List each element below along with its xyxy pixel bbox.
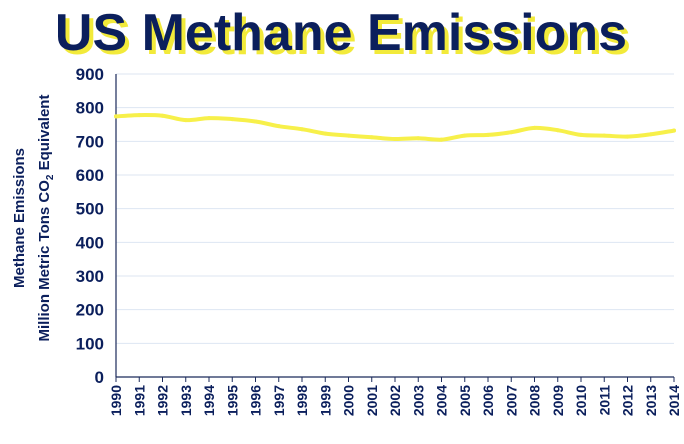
x-tick-label: 1996	[248, 385, 264, 416]
x-tick-label: 2003	[410, 385, 426, 416]
x-tick-label: 2004	[434, 385, 450, 416]
y-axis-label: Methane Emissions Million Metric Tons CO…	[11, 95, 56, 342]
y-axis-label-line2-prefix: Million Metric Tons CO	[36, 180, 53, 342]
x-tick-label: 2005	[457, 385, 473, 416]
axes	[115, 74, 675, 382]
x-tick-label: 1995	[224, 385, 240, 416]
x-tick-label: 1990	[108, 385, 124, 416]
y-axis-label-line2-suffix: Equivalent	[36, 95, 53, 175]
data-point-1991	[137, 113, 142, 118]
data-point-1995	[230, 117, 235, 122]
x-tick-label: 2008	[527, 385, 543, 416]
x-tick-label: 1992	[155, 385, 171, 416]
x-tick-label: 2007	[503, 385, 519, 416]
chart-title: US Methane Emissions US Methane Emission…	[55, 4, 631, 66]
data-point-2013	[648, 132, 653, 137]
y-tick-label: 0	[95, 368, 104, 387]
data-point-2014	[672, 128, 676, 133]
data-point-2008	[532, 125, 537, 130]
y-tick-label: 300	[76, 267, 104, 286]
y-axis-label-line2-sub: 2	[45, 174, 56, 180]
data-point-2004	[439, 137, 444, 142]
data-point-2012	[625, 134, 630, 139]
data-point-1993	[183, 118, 188, 123]
y-axis-label-line2: Million Metric Tons CO2 Equivalent	[36, 95, 56, 342]
y-tick-label: 500	[76, 200, 104, 219]
x-tick-label: 2009	[550, 385, 566, 416]
data-point-2011	[602, 133, 607, 138]
data-point-1999	[323, 131, 328, 136]
data-point-2000	[346, 133, 351, 138]
x-tick-label: 2000	[341, 385, 357, 416]
data-point-1998	[300, 127, 304, 132]
data-point-2005	[462, 133, 467, 138]
x-tick-label: 1993	[178, 385, 194, 416]
series	[114, 113, 676, 142]
data-point-1990	[114, 114, 118, 119]
y-tick-label: 800	[76, 99, 104, 118]
data-point-1996	[253, 119, 258, 124]
grid	[116, 73, 674, 344]
y-axis-label-line1: Methane Emissions	[11, 148, 28, 288]
y-tick-label: 400	[76, 233, 104, 252]
data-point-2001	[369, 135, 374, 140]
x-tick-label: 1994	[201, 385, 217, 416]
series-line-methane	[114, 113, 676, 142]
x-tick-label: 1991	[131, 385, 147, 416]
y-tick-label: 200	[76, 301, 104, 320]
y-tick-label: 100	[76, 334, 104, 353]
data-point-2003	[416, 136, 421, 141]
data-point-2006	[486, 132, 490, 137]
chart-title-shadow: US Methane Emissions	[59, 8, 631, 66]
data-point-2010	[579, 132, 583, 137]
x-tick-label: 2011	[596, 385, 612, 416]
x-tick-label: 2010	[573, 385, 589, 416]
x-tick-label: 2006	[480, 385, 496, 416]
x-tick-label: 1997	[271, 385, 287, 416]
x-tick-labels: 1990 1991 1992 1993 1994 1995 1996 1997 1998 1999…	[108, 385, 682, 416]
x-tick-label: 2002	[387, 385, 403, 416]
y-tick-label: 600	[76, 166, 104, 185]
x-tick-label: 1998	[294, 385, 310, 416]
chart-title-text: US Methane Emissions	[55, 4, 627, 62]
data-point-1994	[207, 116, 211, 121]
x-tick-label: 2012	[620, 385, 636, 416]
data-point-2007	[509, 130, 514, 135]
x-tick-label: 2001	[364, 385, 380, 416]
x-tick-label: 2014	[666, 385, 682, 416]
y-tick-label: 900	[76, 65, 104, 84]
data-point-2002	[393, 136, 397, 141]
data-point-2009	[555, 128, 560, 133]
x-tick-label: 1999	[317, 385, 333, 416]
x-tick-label: 2013	[643, 385, 659, 416]
y-tick-label: 700	[76, 132, 104, 151]
y-tick-labels: 0 100 200 300 400 500 600 700 800 900	[76, 65, 104, 387]
data-point-1992	[160, 113, 165, 118]
data-point-1997	[276, 124, 281, 129]
